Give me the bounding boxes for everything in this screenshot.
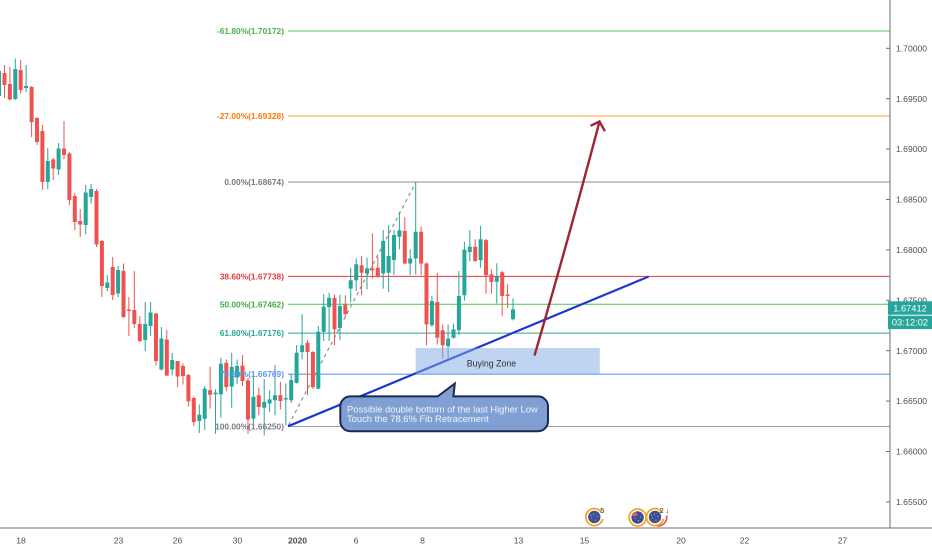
svg-text:30: 30 <box>233 536 243 546</box>
svg-text:2: 2 <box>660 506 664 515</box>
svg-text:1.67000: 1.67000 <box>896 346 927 356</box>
svg-text:8: 8 <box>420 536 425 546</box>
svg-text:6: 6 <box>354 536 359 546</box>
svg-text:03:12:02: 03:12:02 <box>892 318 928 328</box>
svg-text:100.00%(1.66250): 100.00%(1.66250) <box>215 422 284 432</box>
svg-text:1.68000: 1.68000 <box>896 245 927 255</box>
svg-text:1.66500: 1.66500 <box>896 396 927 406</box>
svg-text:15: 15 <box>580 536 590 546</box>
svg-text:5: 5 <box>600 506 604 515</box>
svg-text:13: 13 <box>514 536 524 546</box>
svg-text:1.68500: 1.68500 <box>896 195 927 205</box>
svg-text:18: 18 <box>16 536 26 546</box>
svg-text:1.67412: 1.67412 <box>893 303 927 313</box>
svg-text:-27.00%(1.69328): -27.00%(1.69328) <box>217 111 284 121</box>
svg-text:61.80%(1.67176): 61.80%(1.67176) <box>220 328 284 338</box>
svg-text:2020: 2020 <box>288 536 307 546</box>
svg-text:27: 27 <box>838 536 848 546</box>
svg-text:22: 22 <box>740 536 750 546</box>
svg-text:1.69500: 1.69500 <box>896 94 927 104</box>
svg-text:38.60%(1.67738): 38.60%(1.67738) <box>220 271 284 281</box>
svg-text:1.70000: 1.70000 <box>896 43 927 53</box>
svg-text:1.66000: 1.66000 <box>896 447 927 457</box>
svg-text:Buying Zone: Buying Zone <box>467 359 516 369</box>
svg-text:1.67500: 1.67500 <box>896 295 927 305</box>
svg-text:1.69000: 1.69000 <box>896 144 927 154</box>
svg-text:Possible double bottom of the: Possible double bottom of the last Highe… <box>347 404 538 415</box>
svg-text:-61.80%(1.70172): -61.80%(1.70172) <box>217 26 284 36</box>
svg-text:23: 23 <box>114 536 124 546</box>
svg-text:1.65500: 1.65500 <box>896 497 927 507</box>
svg-text:Touch the 78.6% Fib Retracemen: Touch the 78.6% Fib Retracement <box>347 413 489 424</box>
svg-text:26: 26 <box>173 536 183 546</box>
svg-text:50.00%(1.67462): 50.00%(1.67462) <box>220 299 284 309</box>
svg-text:↓: ↓ <box>666 506 670 515</box>
svg-text:20: 20 <box>676 536 686 546</box>
svg-text:0.00%(1.68674): 0.00%(1.68674) <box>224 177 284 187</box>
svg-text:78.60%(1.66769): 78.60%(1.66769) <box>220 369 284 379</box>
